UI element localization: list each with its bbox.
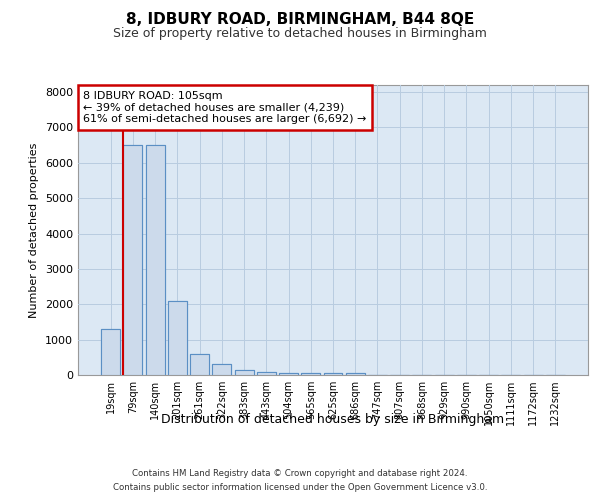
Bar xyxy=(323,373,343,375)
Bar xyxy=(101,329,120,375)
Bar xyxy=(235,370,254,375)
Bar xyxy=(146,145,164,375)
Bar xyxy=(212,364,231,375)
Y-axis label: Number of detached properties: Number of detached properties xyxy=(29,142,40,318)
Bar xyxy=(124,145,142,375)
Bar xyxy=(323,373,343,375)
Text: Size of property relative to detached houses in Birmingham: Size of property relative to detached ho… xyxy=(113,28,487,40)
Bar xyxy=(279,373,298,375)
Bar xyxy=(168,300,187,375)
Text: Contains public sector information licensed under the Open Government Licence v3: Contains public sector information licen… xyxy=(113,484,487,492)
Text: Distribution of detached houses by size in Birmingham: Distribution of detached houses by size … xyxy=(161,412,505,426)
Bar xyxy=(124,145,142,375)
Bar xyxy=(168,300,187,375)
Bar xyxy=(235,370,254,375)
Bar xyxy=(190,354,209,375)
Bar xyxy=(301,373,320,375)
Bar xyxy=(101,329,120,375)
Bar xyxy=(190,354,209,375)
Bar xyxy=(212,364,231,375)
Bar xyxy=(346,373,365,375)
Bar xyxy=(346,373,365,375)
Text: 8, IDBURY ROAD, BIRMINGHAM, B44 8QE: 8, IDBURY ROAD, BIRMINGHAM, B44 8QE xyxy=(126,12,474,28)
Bar xyxy=(279,373,298,375)
Bar xyxy=(257,372,276,375)
Bar xyxy=(146,145,164,375)
Text: 8 IDBURY ROAD: 105sqm
← 39% of detached houses are smaller (4,239)
61% of semi-d: 8 IDBURY ROAD: 105sqm ← 39% of detached … xyxy=(83,91,367,124)
Bar xyxy=(257,372,276,375)
Text: Contains HM Land Registry data © Crown copyright and database right 2024.: Contains HM Land Registry data © Crown c… xyxy=(132,468,468,477)
Bar xyxy=(301,373,320,375)
